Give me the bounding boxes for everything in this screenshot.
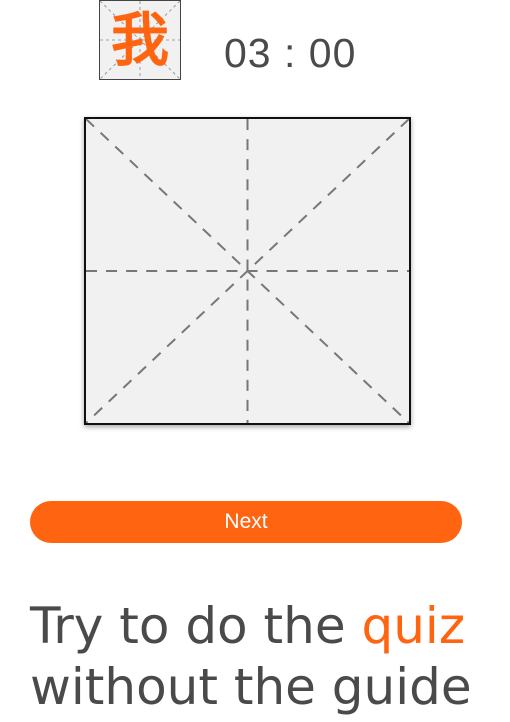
instruction-highlight: quiz (361, 597, 466, 655)
character-hint-thumbnail: 我 (99, 0, 181, 80)
character-glyph: 我 (110, 6, 169, 74)
instruction-line-2: without the guide (30, 658, 472, 716)
instruction-line-1: Try to do the quiz (30, 596, 510, 657)
instruction-text: Try to do the quiz without the guide (30, 596, 510, 718)
writing-canvas[interactable] (84, 117, 411, 425)
grid-guide-lines (86, 119, 409, 423)
countdown-timer: 03 : 00 (224, 30, 357, 76)
thumbnail-guide-lines (100, 1, 180, 79)
next-button[interactable]: Next (30, 501, 462, 543)
instruction-prefix: Try to do the (30, 597, 362, 655)
